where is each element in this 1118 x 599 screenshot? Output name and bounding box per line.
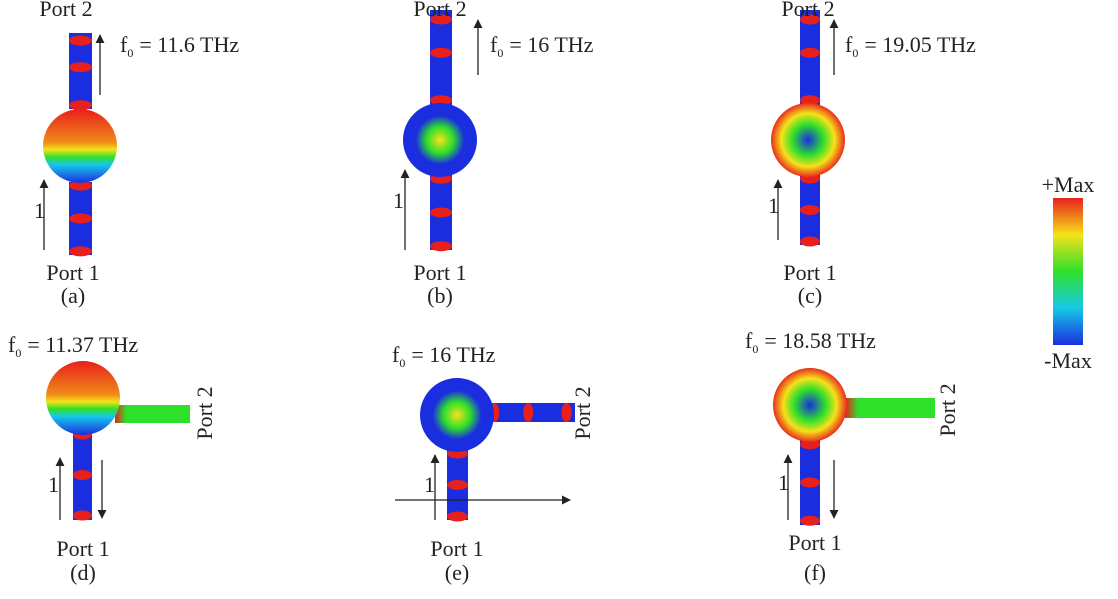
frequency-symbol: f [392,342,400,367]
field-lobe [69,246,92,257]
panel-label: (f) [804,560,826,585]
field-lobe [800,47,820,58]
port-in-label: Port 1 [56,536,109,561]
frequency-symbol: f [490,32,498,57]
resonator [43,109,117,183]
arrow-label: 1 [34,198,45,223]
frequency-value: = 19.05 THz [864,32,976,57]
panel-label: (e) [445,560,469,585]
field-lobe [800,439,820,450]
frequency-value: = 18.58 THz [764,328,876,353]
arrow-label: 1 [393,188,404,213]
frequency-subscript: 0 [497,46,503,60]
frequency-value: = 16 THz [411,342,495,367]
port-out-label: Port 2 [935,383,960,436]
field-lobe [430,47,452,58]
panel-label: (d) [70,560,96,585]
port-out-label: Port 2 [192,386,217,439]
port-out-label: Port 2 [781,0,834,21]
field-lobe [73,510,92,521]
field-lobe [800,236,820,247]
arrow-label: 1 [778,470,789,495]
frequency-value: = 11.37 THz [27,332,138,357]
frequency-label: f0 = 11.6 THz [120,32,239,60]
frequency-symbol: f [120,32,128,57]
colorbar: +Max -Max [1042,172,1095,373]
port-in-label: Port 1 [783,260,836,285]
port-in-label: Port 1 [788,530,841,555]
resonator [773,368,847,442]
port-out-label: Port 2 [413,0,466,21]
field-lobe [800,515,820,526]
port-out-label: Port 2 [570,386,595,439]
field-lobe [69,62,92,73]
resonator [46,361,120,435]
colorbar-max: +Max [1042,172,1095,197]
frequency-symbol: f [8,332,16,357]
frequency-subscript: 0 [752,342,758,356]
frequency-value: = 16 THz [509,32,593,57]
field-lobe [430,14,452,25]
waveguide [115,405,190,423]
colorbar-min: -Max [1044,348,1092,373]
field-lobe [800,477,820,488]
panel-label: (a) [61,283,85,308]
frequency-symbol: f [745,328,753,353]
frequency-subscript: 0 [852,46,858,60]
field-lobe [447,511,468,522]
frequency-label: f0 = 16 THz [392,342,496,370]
field-lobe [430,241,452,252]
frequency-label: f0 = 19.05 THz [845,32,976,60]
colorbar-gradient [1053,198,1083,345]
frequency-symbol: f [845,32,853,57]
port-in-label: Port 1 [430,536,483,561]
field-lobe [69,213,92,224]
frequency-subscript: 0 [15,346,21,360]
frequency-subscript: 0 [127,46,133,60]
frequency-label: f0 = 16 THz [490,32,594,60]
field-lobe [561,403,572,422]
frequency-subscript: 0 [399,356,405,370]
field-lobe [430,207,452,218]
field-lobe [800,205,820,215]
field-lobe [523,403,534,422]
field-lobe [430,95,452,106]
resonator [771,103,845,177]
resonator [403,103,477,177]
waveguide [845,398,935,418]
resonator [420,378,494,452]
port-out-label: Port 2 [39,0,92,21]
field-lobe [73,470,92,480]
arrow-label: 1 [768,193,779,218]
port-in-label: Port 1 [413,260,466,285]
frequency-value: = 11.6 THz [139,32,239,57]
frequency-label: f0 = 11.37 THz [8,332,138,360]
arrow-label: 1 [48,472,59,497]
field-lobe [69,35,92,46]
panel-label: (c) [798,283,822,308]
panel-label: (b) [427,283,453,308]
field-lobe [800,95,820,106]
field-lobe [447,480,468,490]
field-lobe [69,100,92,111]
frequency-label: f0 = 18.58 THz [745,328,876,356]
arrow-label: 1 [424,472,435,497]
field-lobe [800,14,820,25]
port-in-label: Port 1 [46,260,99,285]
field-lobe [69,180,92,191]
